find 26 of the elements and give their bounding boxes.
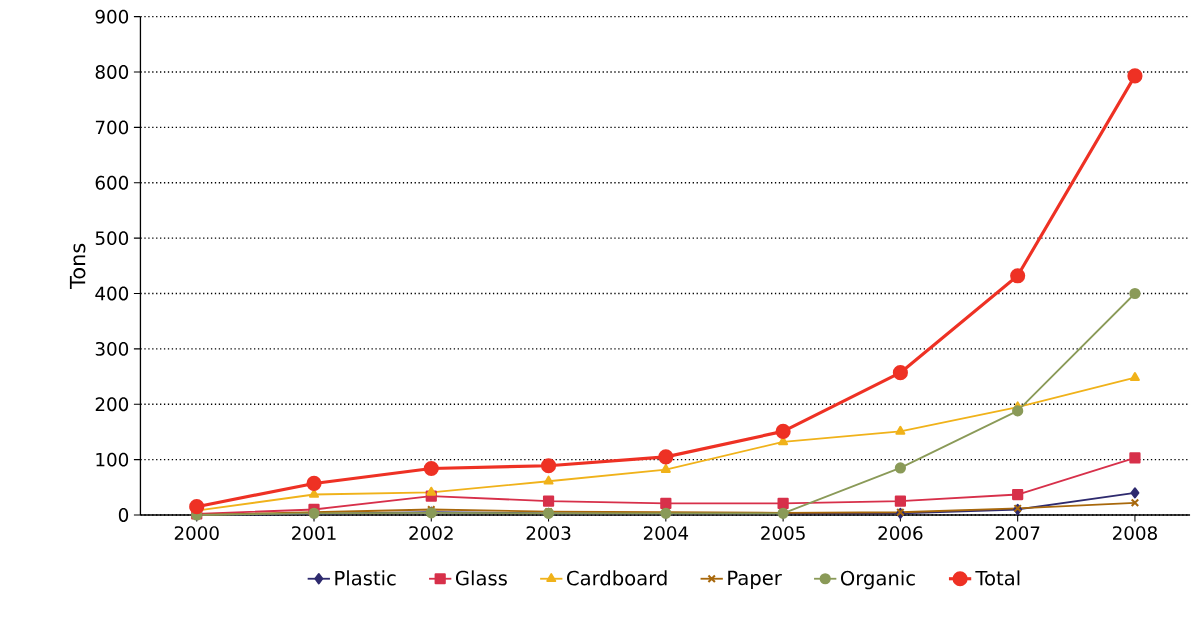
y-tick-label: 300 xyxy=(95,342,129,356)
legend-label: Organic xyxy=(840,570,915,590)
x-tick-label: 2006 xyxy=(878,526,923,541)
legend-label: Total xyxy=(975,570,1020,586)
y-tick-label: 200 xyxy=(95,397,129,412)
y-tick-label: 0 xyxy=(118,508,129,523)
y-tick-label: 600 xyxy=(95,175,129,190)
x-tick-label: 2008 xyxy=(1113,526,1157,541)
x-tick-label: 2007 xyxy=(995,526,1040,541)
x-tick-label: 2004 xyxy=(643,526,689,541)
y-tick-label: 100 xyxy=(96,452,129,467)
legend-label: Plastic xyxy=(335,570,396,586)
x-tick-label: 2003 xyxy=(526,526,571,541)
legend-label: Glass xyxy=(455,570,507,586)
x-tick-label: 2002 xyxy=(409,526,453,541)
y-axis-title: Tons xyxy=(69,243,86,290)
x-tick-label: 2005 xyxy=(761,526,805,541)
x-tick-label: 2001 xyxy=(292,526,336,541)
y-tick-label: 800 xyxy=(95,65,129,80)
x-tick-label: 2000 xyxy=(174,526,219,541)
y-tick-label: 500 xyxy=(95,231,129,246)
legend-label: Paper xyxy=(728,570,782,590)
y-tick-label: 700 xyxy=(95,120,129,135)
y-tick-label: 400 xyxy=(95,286,129,301)
y-tick-label: 900 xyxy=(95,9,129,24)
legend-label: Cardboard xyxy=(567,570,667,586)
